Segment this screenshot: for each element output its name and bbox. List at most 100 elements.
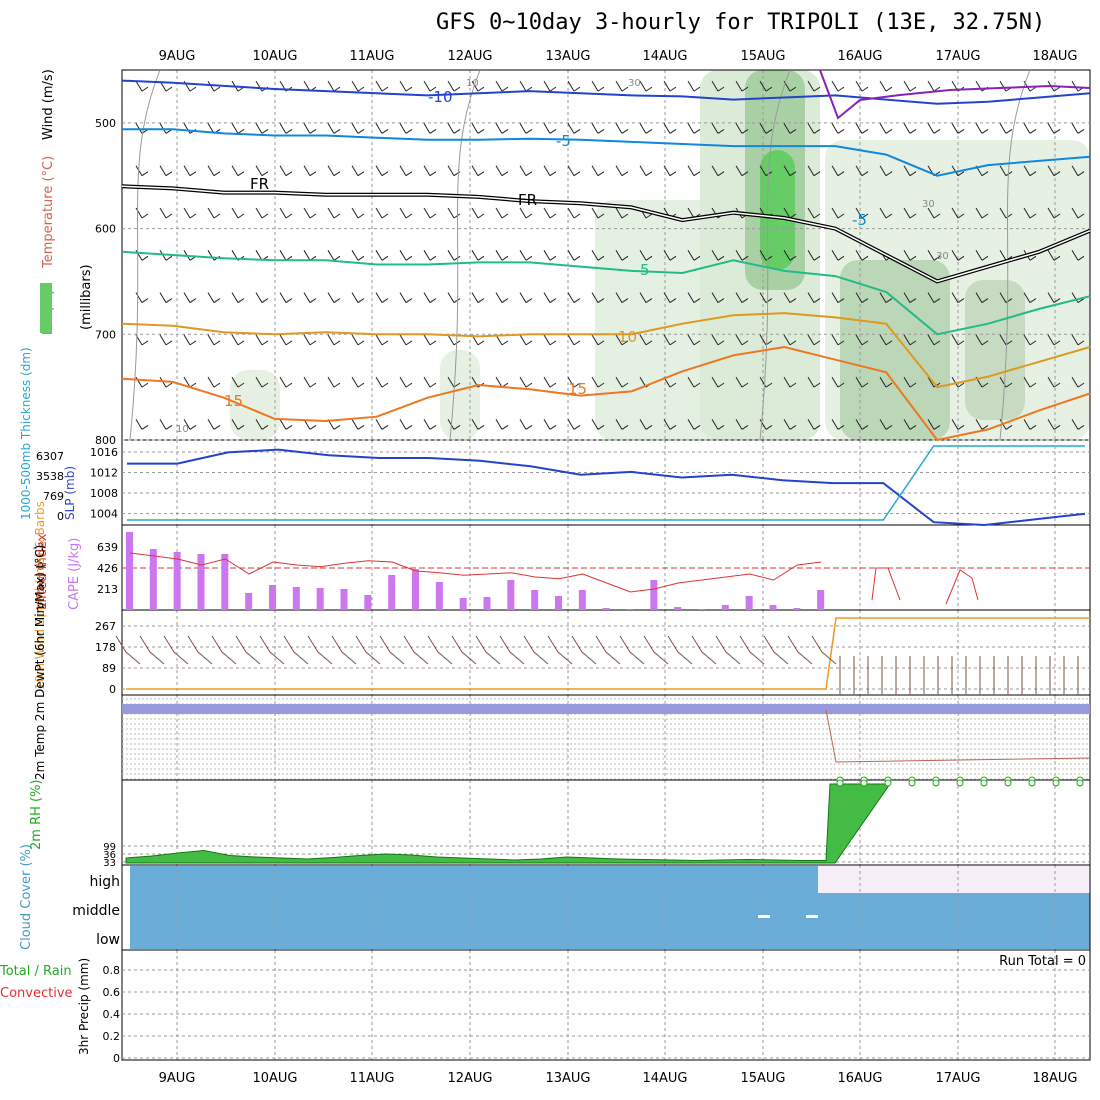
wind-barb-upper: [351, 292, 365, 303]
wind-barb-upper: [855, 80, 869, 92]
wind-barb-upper: [351, 80, 365, 92]
wind-barb-upper: [423, 207, 437, 219]
wind-barb-upper: [351, 376, 365, 388]
wind-barb-upper: [735, 123, 749, 134]
wind-barb-upper: [1071, 334, 1085, 346]
wind-barb-upper: [183, 334, 197, 346]
temp-band: [122, 704, 832, 714]
contour-label-9: 30: [628, 78, 641, 89]
wind-barb-upper: [471, 250, 485, 261]
wind-barb-upper: [159, 165, 173, 177]
wind-barb-10m: [211, 635, 237, 665]
wind-barb-10m: [499, 635, 525, 665]
wind-barb-upper: [279, 419, 293, 430]
chart-title: GFS 0~10day 3-hourly for TRIPOLI (13E, 3…: [436, 10, 1046, 35]
wind-barb-upper: [1047, 376, 1061, 388]
date-label-bottom-9: 18AUG: [1032, 1071, 1077, 1086]
wind-barb-upper: [399, 292, 413, 303]
wind-barb-upper: [1071, 376, 1085, 388]
rh2m-marker: [884, 779, 892, 787]
date-label-bottom-1: 10AUG: [252, 1071, 297, 1086]
wind-barb-upper: [1071, 419, 1085, 430]
wind-barb-upper: [759, 80, 773, 92]
wind-barb-upper: [903, 419, 917, 430]
isotherm-purple: [819, 69, 1091, 120]
temp2m-ylabel: 2m Temp 2m DewPt (6hr Min/Max) (°C): [33, 545, 47, 780]
upper-title-temp: Temperature (°C): [41, 156, 56, 269]
wind10m-ylabel: 10m Wind Speed (m/s) & Barbs: [33, 501, 47, 690]
wind-barb-upper: [591, 292, 605, 303]
wind-barb-upper: [1071, 123, 1085, 134]
wind-barb-upper: [135, 334, 149, 346]
ytick-cape-right-0: -3: [33, 541, 44, 554]
wind-barb-upper: [1023, 292, 1037, 303]
wind-barb-10m: [115, 635, 141, 665]
ytick-slp-right-1: 1012: [90, 467, 118, 480]
cape-bar-8: [316, 588, 324, 610]
wind-barb-upper: [471, 80, 485, 92]
wind-barb-upper: [543, 376, 557, 388]
wind-barb-upper: [423, 376, 437, 388]
wind-barb-upper: [231, 334, 245, 346]
wind-barb-upper: [351, 207, 365, 219]
wind-barb-upper: [207, 292, 221, 303]
wind-barb-upper: [831, 80, 845, 92]
cloud-level-high: high: [89, 874, 120, 890]
panel-frame-slp: [121, 439, 1091, 526]
wind-barb-upper: [1047, 250, 1061, 261]
wind-barb-upper: [591, 376, 605, 388]
cape-bar-26: [745, 596, 753, 610]
wind-barb-upper: [423, 250, 437, 261]
wind-barb-upper: [399, 123, 413, 134]
panel-frame-rh: [121, 779, 1091, 866]
wind-barb-upper: [735, 250, 749, 261]
wind-barb-upper: [879, 165, 893, 177]
wind-barb-upper: [1023, 207, 1037, 219]
wind-barb-upper: [975, 207, 989, 219]
wind-barb-upper: [663, 250, 677, 261]
wind-barb-upper: [615, 334, 629, 346]
temp-line: [825, 709, 1091, 763]
wind-barb-upper: [183, 165, 197, 177]
wind-barb-10m: [283, 635, 309, 665]
wind-barb-upper: [471, 165, 485, 177]
wind-barb-upper: [135, 376, 149, 388]
wind-barb-10m: [379, 635, 405, 665]
wind-barb-upper: [855, 250, 869, 261]
wind-barb-upper: [375, 207, 389, 219]
wind-barb-upper: [927, 250, 941, 261]
wind-barb-upper: [639, 292, 653, 303]
date-label-bottom-8: 17AUG: [935, 1071, 980, 1086]
slp-ylabel-thickness: 1000-500mb Thickness (dm): [19, 347, 33, 520]
wind-barb-upper: [375, 292, 389, 303]
wind-barb-upper: [1047, 419, 1061, 430]
ytick-wind-1: 89: [102, 662, 116, 675]
wind-barb-upper: [927, 376, 941, 388]
date-label-top-2: 11AUG: [349, 49, 394, 64]
upper-ylabel: (millibars): [79, 264, 94, 330]
wind-barb-upper: [735, 292, 749, 303]
wind-barb-upper: [255, 334, 269, 346]
ytick-slp-right-2: 1008: [90, 487, 118, 500]
rh2m-marker: [1052, 779, 1060, 787]
date-label-bottom-3: 12AUG: [447, 1071, 492, 1086]
wind-barb-upper: [615, 165, 629, 177]
wind-barb-upper: [399, 250, 413, 261]
wind-barb-upper: [855, 165, 869, 177]
wind-barb-upper: [279, 123, 293, 134]
upper-title-wind: Wind (m/s): [41, 69, 56, 140]
cape-bar-24: [698, 609, 705, 610]
ytick-upper-0: 500: [95, 117, 116, 130]
wind-barb-upper: [375, 419, 389, 430]
rh2m-marker: [1076, 779, 1084, 787]
wind-barb-upper: [855, 123, 869, 134]
wind-barb-upper: [495, 250, 509, 261]
wind-barb-upper: [135, 165, 149, 177]
wind-barb-upper: [447, 123, 461, 134]
rh2m-marker: [1028, 779, 1036, 787]
cape-bar-22: [650, 580, 658, 610]
wind-barb-10m: [235, 635, 261, 665]
wind-barb-upper: [951, 165, 965, 177]
isotherm--10: [121, 79, 1091, 105]
wind-barb-upper: [159, 207, 173, 219]
